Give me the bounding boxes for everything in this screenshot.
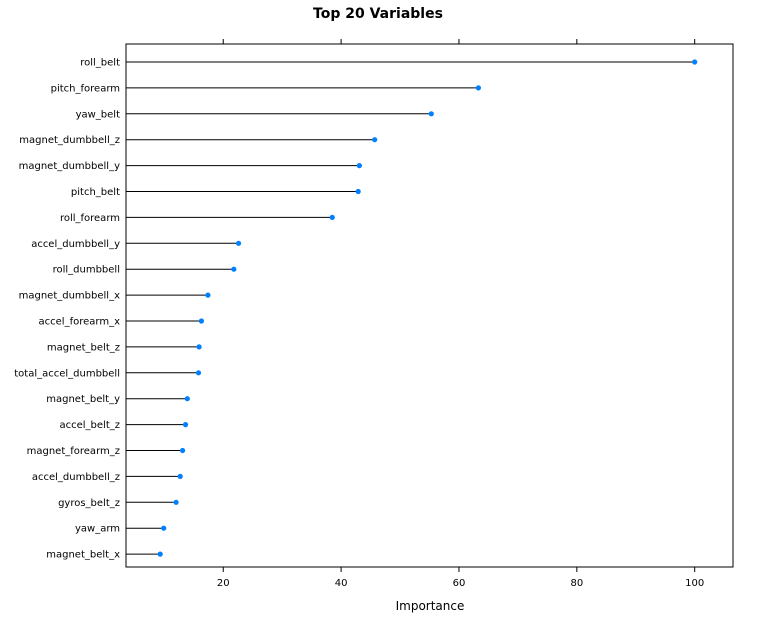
variable-label: accel_forearm_x xyxy=(39,317,121,328)
variable-label: magnet_belt_y xyxy=(46,394,120,405)
data-point xyxy=(177,473,183,479)
top-axis-ticks xyxy=(222,39,696,44)
x-tick-label: 80 xyxy=(570,578,583,589)
x-tick-label: 40 xyxy=(335,578,348,589)
variable-label: magnet_belt_x xyxy=(46,550,120,561)
variable-label: magnet_belt_z xyxy=(47,342,120,353)
variable-label: pitch_forearm xyxy=(51,83,120,94)
data-point xyxy=(196,344,202,350)
variable-label: magnet_dumbbell_y xyxy=(19,161,120,172)
variable-label: yaw_belt xyxy=(76,109,121,120)
data-point xyxy=(161,525,167,531)
variable-label: accel_dumbbell_z xyxy=(32,472,120,483)
variable-label: gyros_belt_z xyxy=(58,498,120,509)
data-point xyxy=(198,318,205,324)
data-point xyxy=(235,240,242,246)
x-tick-label: 60 xyxy=(453,578,466,589)
variable-label: roll_forearm xyxy=(60,213,120,224)
data-point xyxy=(428,111,434,117)
data-point xyxy=(184,396,190,402)
y-axis-labels: roll_belt pitch_forearm yaw_belt magnet_dum… xyxy=(14,58,120,561)
x-axis: 20 40 60 80 100 xyxy=(217,567,704,589)
plot-frame xyxy=(125,43,734,568)
x-tick-label: 100 xyxy=(685,578,704,589)
variable-label: magnet_dumbbell_x xyxy=(19,291,120,302)
data-point xyxy=(692,59,698,65)
stems xyxy=(126,61,695,555)
points xyxy=(157,59,698,557)
variable-label: magnet_dumbbell_z xyxy=(19,135,120,146)
x-axis-label: Importance xyxy=(396,599,465,613)
x-tick-label: 20 xyxy=(217,578,230,589)
data-point xyxy=(356,163,362,169)
chart-title: Top 20 Variables xyxy=(313,6,443,22)
data-point xyxy=(475,85,482,91)
variable-label: roll_dumbbell xyxy=(53,265,120,276)
data-point xyxy=(372,137,378,143)
data-point xyxy=(173,499,179,505)
variable-label: total_accel_dumbbell xyxy=(14,368,120,379)
data-point xyxy=(182,422,189,428)
data-point xyxy=(329,214,335,220)
data-point xyxy=(157,551,163,557)
variable-label: accel_belt_z xyxy=(59,420,120,431)
data-point xyxy=(205,292,211,298)
variable-label: pitch_belt xyxy=(71,187,120,198)
data-point xyxy=(195,370,202,376)
variable-label: accel_dumbbell_y xyxy=(31,239,120,250)
variable-label: magnet_forearm_z xyxy=(27,446,120,457)
data-point xyxy=(179,447,186,454)
variable-label: yaw_arm xyxy=(75,524,120,535)
variable-label: roll_belt xyxy=(80,58,120,69)
data-point xyxy=(231,266,237,272)
data-point xyxy=(355,188,361,195)
